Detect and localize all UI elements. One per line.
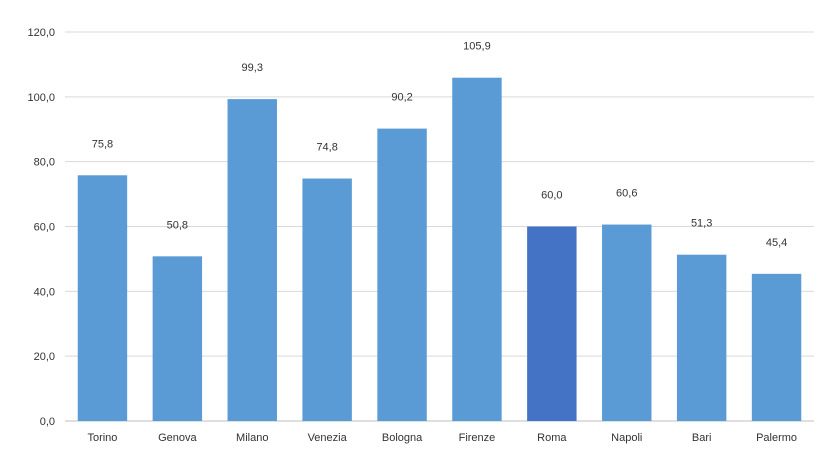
y-tick-label: 0,0 (40, 416, 55, 428)
category-label: Bari (692, 432, 712, 444)
category-label: Napoli (611, 432, 642, 444)
top-band (0, 0, 819, 12)
data-label: 45,4 (766, 237, 787, 249)
bar-roma (527, 226, 577, 421)
category-label: Genova (158, 432, 197, 444)
bar-torino (77, 175, 128, 421)
y-tick-label: 40,0 (34, 286, 55, 298)
bar-bari (676, 254, 727, 421)
data-label: 75,8 (92, 138, 113, 150)
y-tick-label: 120,0 (27, 27, 55, 39)
data-label: 74,8 (316, 142, 337, 154)
category-label: Milano (236, 432, 268, 444)
bar-napoli (602, 224, 652, 421)
bar-layer (77, 77, 802, 422)
category-label: Bologna (382, 432, 423, 444)
data-label: 90,2 (391, 92, 412, 104)
data-label: 105,9 (463, 41, 491, 53)
category-label: Torino (87, 432, 117, 444)
category-label: Venezia (308, 432, 348, 444)
data-label: 50,8 (167, 219, 188, 231)
bar-bologna (377, 128, 427, 421)
bar-genova (152, 256, 203, 421)
y-tick-label: 60,0 (34, 222, 55, 234)
label-layer: 0,0 20,0 40,0 60,0 80,0 100,0 120,0 75,8 Torino 5… (27, 27, 797, 444)
bar-palermo (751, 273, 802, 421)
bar-venezia (302, 178, 352, 421)
category-label: Roma (537, 432, 567, 444)
data-label: 51,3 (691, 218, 712, 230)
y-tick-label: 80,0 (34, 157, 55, 169)
bar-milano (227, 99, 277, 421)
data-label: 60,6 (616, 188, 637, 200)
category-label: Firenze (459, 432, 496, 444)
data-label: 99,3 (242, 62, 263, 74)
bar-firenze (452, 77, 502, 422)
category-label: Palermo (756, 432, 797, 444)
y-tick-label: 100,0 (27, 92, 55, 104)
data-label: 60,0 (541, 190, 562, 202)
y-tick-label: 20,0 (34, 351, 55, 363)
